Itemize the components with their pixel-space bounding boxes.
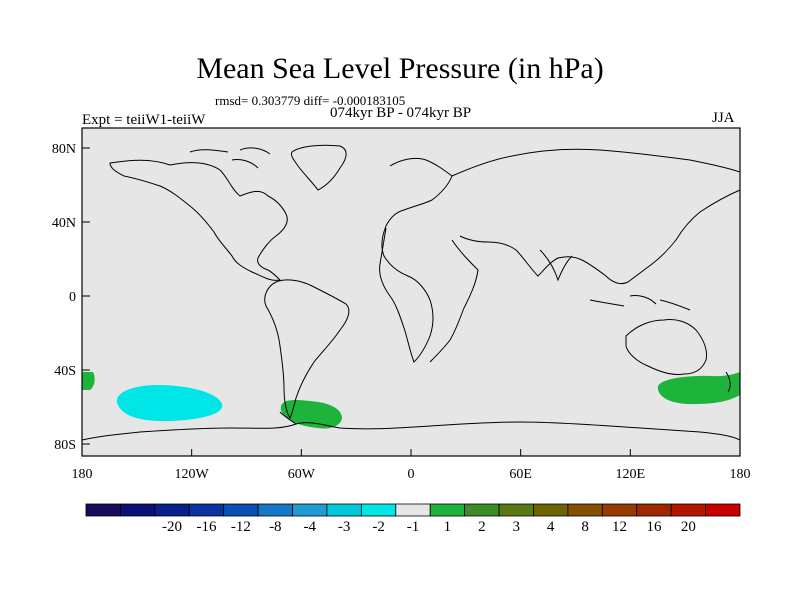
africa-east-coastline [429,239,479,363]
colorbar-box [395,503,431,517]
colorbar-label: -2 [372,519,385,535]
dateline-positive-region [82,372,95,390]
antarctica-coastline [81,421,741,441]
colorbar-box [360,503,397,517]
lon-tick-label: 120E [616,467,646,482]
chart-title: Mean Sea Level Pressure (in hPa) [196,52,604,85]
lat-tick-label: 0 [69,290,76,305]
colorbar-box [464,503,500,517]
coastlines [81,144,741,441]
statistics-text: rmsd= 0.303779 diff= -0.000183105 [215,93,406,108]
south-indian-positive-region [657,372,740,405]
colorbar-box [85,503,121,517]
colorbar-box [154,503,190,517]
lon-tick-label: 0 [408,467,415,482]
lon-tick-label: 180 [72,467,93,482]
indonesia-coastline [589,295,691,311]
lat-tick-label: 40S [54,364,76,379]
south-pacific-negative-region [116,385,223,422]
colorbar-box [120,503,156,517]
colorbar-box [257,503,293,517]
lon-tick-label: 60E [509,467,532,482]
antarctic-peninsula-coastline [279,411,297,425]
colorbar-box [292,503,328,517]
colorbar-box [326,503,362,517]
colorbar-label: 12 [612,519,628,535]
colorbar-box [188,503,225,517]
lon-tick-label: 120W [175,467,210,482]
colorbar-label: 1 [443,519,452,535]
period-text: 074kyr BP - 074kyr BP [330,105,472,121]
colorbar-box [670,503,706,517]
south-america-coastline [264,279,350,419]
colorbar-label: -4 [303,519,316,535]
lat-tick-label: 40N [52,216,76,231]
south-atlantic-positive-region [280,400,342,429]
colorbar-box [498,503,534,517]
india-coastline [539,249,573,282]
colorbar-box [533,503,569,517]
colorbar-label: 4 [546,519,555,535]
north-america-coastline [109,159,288,281]
anomaly-regions [82,372,740,429]
colorbar-box [567,503,603,517]
latitude-axis: 80N 40N 0 40S 80S [52,142,90,453]
season-label: JJA [712,110,735,126]
colorbar-label: -20 [162,519,183,535]
colorbar-box [705,503,741,517]
colorbar-box [601,503,638,517]
colorbar-label: 16 [646,519,662,535]
canadian-archipelago-coastline [189,147,271,169]
colorbar-label: 2 [478,519,486,535]
colorbar-label: -12 [230,519,251,535]
colorbar-label: -3 [337,519,351,535]
colorbar-label: 8 [581,519,589,535]
australia-coastline [625,319,707,375]
colorbar-label: 3 [512,519,521,535]
colorbar-box [636,503,672,517]
colorbar-box [223,503,259,517]
europe-africa-coastline [379,157,453,363]
lon-tick-label: 60W [288,467,316,482]
lat-tick-label: 80N [52,142,76,157]
colorbar [85,503,741,517]
colorbar-label: -16 [196,519,217,535]
colorbar-box [429,503,466,517]
lat-tick-label: 80S [54,438,76,453]
asia-coastline [451,148,741,285]
greenland-coastline [291,144,347,191]
longitude-axis: 180 120W 60W 0 60E 120E 180 [72,449,751,482]
lon-tick-label: 180 [730,467,751,482]
experiment-label: Expt = teiiW1-teiiW [82,112,206,128]
colorbar-label: 20 [680,519,696,535]
colorbar-label: -1 [406,519,420,535]
colorbar-label: -8 [269,519,282,535]
new-zealand-coastline [725,371,731,393]
